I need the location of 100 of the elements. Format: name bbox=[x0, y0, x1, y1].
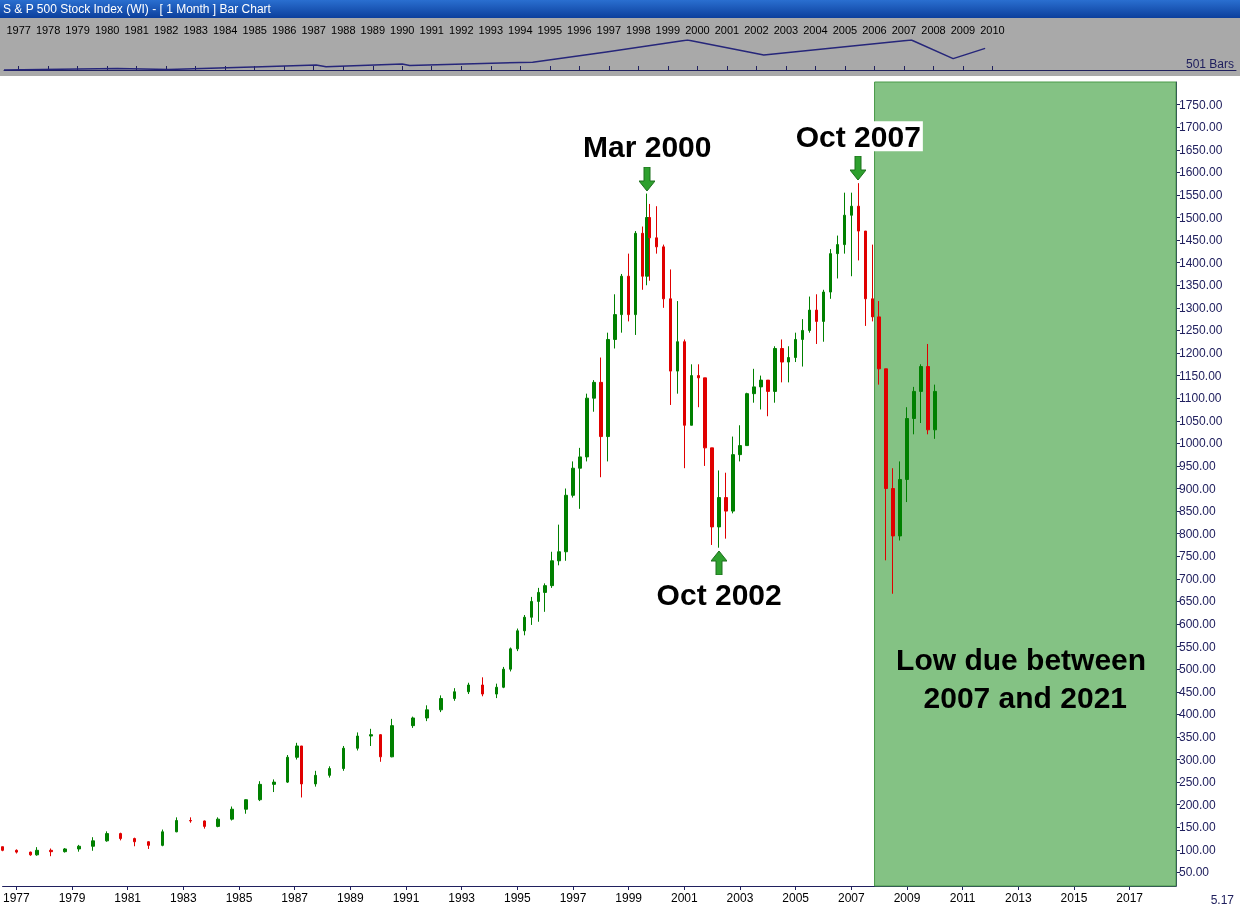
annotation: 501 Bars bbox=[1185, 57, 1234, 71]
y-tick-label: 700.00 bbox=[1179, 571, 1217, 586]
x-tick-label: 1984 bbox=[212, 23, 238, 36]
candlestick bbox=[801, 318, 804, 368]
y-tick-label: 550.00 bbox=[1179, 639, 1217, 654]
candlestick bbox=[356, 731, 359, 751]
x-tick-label: 1981 bbox=[124, 23, 149, 36]
candlestick bbox=[481, 676, 484, 697]
candlestick bbox=[77, 844, 81, 853]
x-tick-label: 1981 bbox=[114, 891, 142, 905]
candlestick bbox=[390, 718, 394, 758]
x-tick-label: 1998 bbox=[626, 23, 651, 36]
y-tick-label: 1350.00 bbox=[1179, 278, 1223, 293]
candlestick bbox=[648, 203, 651, 282]
candlestick bbox=[295, 742, 299, 761]
y-tick-label: 850.00 bbox=[1179, 504, 1217, 519]
candlestick bbox=[613, 293, 617, 349]
candlestick bbox=[230, 806, 234, 822]
candlestick bbox=[502, 666, 505, 689]
candlestick bbox=[571, 460, 575, 499]
candlestick bbox=[752, 368, 756, 404]
candlestick bbox=[592, 379, 596, 413]
y-tick-label: 500.00 bbox=[1179, 662, 1217, 677]
candlestick bbox=[912, 386, 916, 435]
candlestick bbox=[634, 230, 637, 336]
candlestick bbox=[641, 226, 644, 291]
candlestick bbox=[119, 832, 122, 841]
x-tick-label: 2000 bbox=[685, 23, 710, 36]
candlestick bbox=[189, 816, 192, 824]
candlestick bbox=[773, 345, 777, 404]
x-tick-label: 1991 bbox=[419, 23, 444, 36]
candlestick bbox=[564, 488, 568, 562]
candlestick bbox=[49, 848, 53, 857]
y-tick-label: 250.00 bbox=[1179, 775, 1217, 790]
candlestick bbox=[425, 704, 429, 722]
candlestick bbox=[731, 436, 735, 514]
x-tick-label: 1997 bbox=[559, 891, 587, 905]
candlestick bbox=[926, 343, 930, 435]
x-tick-label: 1995 bbox=[503, 891, 531, 905]
x-tick-label: 1996 bbox=[567, 23, 592, 36]
candlestick bbox=[244, 798, 248, 815]
x-tick-label: 1991 bbox=[392, 891, 420, 905]
x-tick-label: 2010 bbox=[980, 23, 1005, 36]
candlestick bbox=[620, 273, 623, 334]
x-tick-label: 1987 bbox=[301, 23, 326, 36]
y-tick-label: 1400.00 bbox=[1179, 255, 1223, 270]
x-tick-label: 1989 bbox=[360, 23, 385, 36]
y-tick-label: 1500.00 bbox=[1179, 210, 1223, 225]
x-tick-label: 1979 bbox=[58, 891, 86, 905]
candlestick bbox=[550, 551, 554, 589]
candlestick bbox=[717, 469, 721, 549]
x-tick-label: 1978 bbox=[35, 23, 61, 36]
candlestick bbox=[530, 596, 533, 626]
candlestick bbox=[780, 338, 784, 383]
candlestick bbox=[557, 524, 561, 566]
candlestick bbox=[822, 289, 825, 343]
x-tick-label: 2009 bbox=[950, 23, 976, 36]
candlestick bbox=[703, 377, 707, 467]
candlestick bbox=[147, 840, 150, 850]
candlestick bbox=[683, 338, 686, 469]
candlestick bbox=[843, 192, 846, 255]
candlestick bbox=[537, 587, 540, 623]
candlestick bbox=[453, 687, 456, 702]
candlestick bbox=[328, 765, 331, 779]
y-tick-label: 200.00 bbox=[1179, 797, 1217, 812]
chart-title: S & P 500 Stock Index (WI) - [ 1 Month ] Bar Chart bbox=[3, 2, 271, 16]
y-tick-label: 1300.00 bbox=[1179, 300, 1223, 315]
x-tick-label: 2002 bbox=[744, 23, 769, 36]
candlestick bbox=[690, 363, 693, 426]
candlestick bbox=[272, 778, 276, 793]
candlestick bbox=[766, 379, 770, 417]
candlestick bbox=[933, 384, 937, 440]
annotation: Oct 2002 bbox=[656, 578, 782, 612]
x-tick-label: 2007 bbox=[891, 23, 917, 36]
y-tick-label: 400.00 bbox=[1179, 707, 1217, 722]
candlestick bbox=[63, 847, 67, 854]
x-tick-label: 1979 bbox=[65, 23, 90, 36]
x-tick-label: 2001 bbox=[714, 23, 740, 36]
candlestick bbox=[898, 460, 902, 541]
candlestick bbox=[523, 614, 526, 636]
candlestick bbox=[676, 300, 679, 395]
candlestick bbox=[578, 447, 582, 510]
candlestick bbox=[738, 424, 742, 462]
y-tick-label: 1000.00 bbox=[1179, 436, 1223, 451]
y-tick-label: 1700.00 bbox=[1179, 120, 1223, 135]
y-tick-label: 1100.00 bbox=[1179, 391, 1222, 406]
candlestick bbox=[509, 647, 512, 672]
x-tick-label: 1993 bbox=[448, 891, 476, 905]
x-tick-label: 1999 bbox=[655, 23, 681, 36]
candlestick bbox=[815, 293, 818, 345]
candlestick bbox=[655, 205, 658, 255]
y-tick-label: 1750.00 bbox=[1179, 97, 1223, 112]
x-tick-label: 1999 bbox=[615, 891, 643, 905]
candlestick bbox=[495, 683, 498, 699]
x-tick-label: 2005 bbox=[832, 23, 858, 36]
x-tick-label: 2017 bbox=[1116, 891, 1144, 905]
y-tick-label: 1150.00 bbox=[1179, 368, 1222, 383]
candlestick bbox=[467, 682, 470, 695]
candlestick bbox=[175, 816, 178, 833]
x-tick-label: 1989 bbox=[336, 891, 365, 905]
